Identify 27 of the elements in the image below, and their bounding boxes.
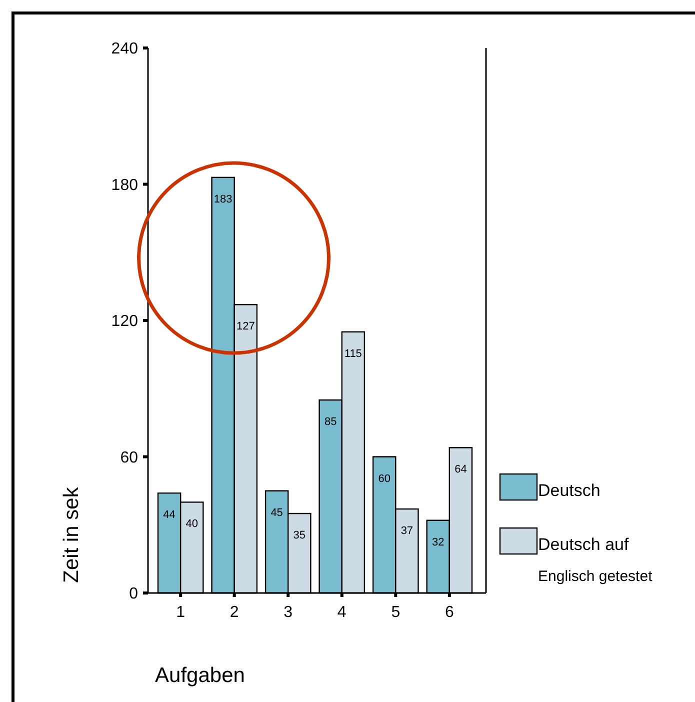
y-tick-label: 0 bbox=[129, 586, 138, 603]
data-label: 35 bbox=[293, 530, 306, 542]
data-label: 127 bbox=[236, 320, 255, 333]
x-tick-label: 5 bbox=[391, 604, 400, 621]
data-label: 115 bbox=[344, 348, 362, 360]
data-label: 45 bbox=[270, 506, 283, 519]
data-label: 40 bbox=[186, 518, 198, 530]
x-tick-label: 6 bbox=[444, 604, 454, 621]
y-tick-label: 120 bbox=[111, 313, 138, 330]
x-tick-label: 1 bbox=[176, 604, 186, 621]
x-tick-label: 4 bbox=[337, 604, 346, 621]
data-label: 44 bbox=[163, 509, 176, 522]
y-axis-title: Zeit in sek bbox=[60, 486, 83, 583]
legend-label: Deutsch auf Englisch getestet bbox=[538, 535, 654, 585]
y-tick-label: 60 bbox=[120, 449, 138, 466]
x-axis-title: Aufgaben bbox=[155, 664, 245, 687]
data-label: 60 bbox=[378, 472, 390, 485]
y-tick-label: 240 bbox=[111, 40, 138, 58]
data-label: 183 bbox=[214, 193, 232, 206]
data-label: 85 bbox=[324, 416, 337, 428]
data-label: 37 bbox=[400, 524, 414, 537]
data-label: 64 bbox=[454, 464, 467, 476]
y-tick-label: 180 bbox=[111, 176, 138, 194]
legend-label: Deutsch bbox=[538, 481, 600, 500]
x-tick-label: 3 bbox=[284, 604, 293, 621]
x-tick-label: 2 bbox=[230, 604, 239, 621]
data-label: 32 bbox=[432, 536, 444, 548]
